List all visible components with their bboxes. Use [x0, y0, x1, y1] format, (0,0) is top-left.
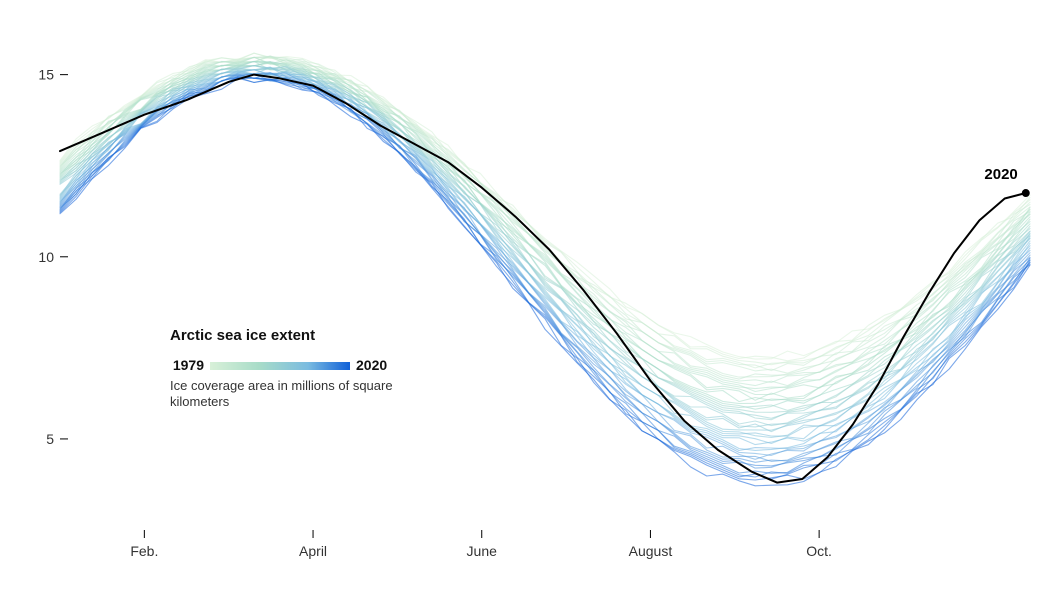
- x-tick-label: August: [629, 543, 673, 559]
- y-tick-label: 5: [46, 431, 54, 447]
- highlight-label: 2020: [984, 166, 1017, 183]
- legend-gradient-bar: [210, 362, 350, 370]
- x-tick-label: April: [299, 543, 327, 559]
- legend-end-year: 2020: [356, 357, 387, 373]
- highlight-end-marker: [1022, 189, 1030, 197]
- sea-ice-line-chart: 2020 5 10 15 Feb. April June August Oct. Arctic s…: [0, 0, 1050, 600]
- legend-subtitle-line: kilometers: [170, 394, 230, 409]
- legend-start-year: 1979: [173, 357, 204, 373]
- legend-title: Arctic sea ice extent: [170, 327, 315, 344]
- y-tick-label: 10: [38, 249, 54, 265]
- x-tick-label: Oct.: [806, 543, 832, 559]
- x-tick-label: June: [467, 543, 498, 559]
- y-tick-label: 15: [38, 67, 54, 83]
- legend-subtitle-line: Ice coverage area in millions of square: [170, 378, 393, 393]
- x-tick-label: Feb.: [130, 543, 158, 559]
